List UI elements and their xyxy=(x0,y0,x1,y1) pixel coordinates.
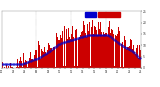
Bar xyxy=(85,12,96,17)
Bar xyxy=(98,12,120,17)
